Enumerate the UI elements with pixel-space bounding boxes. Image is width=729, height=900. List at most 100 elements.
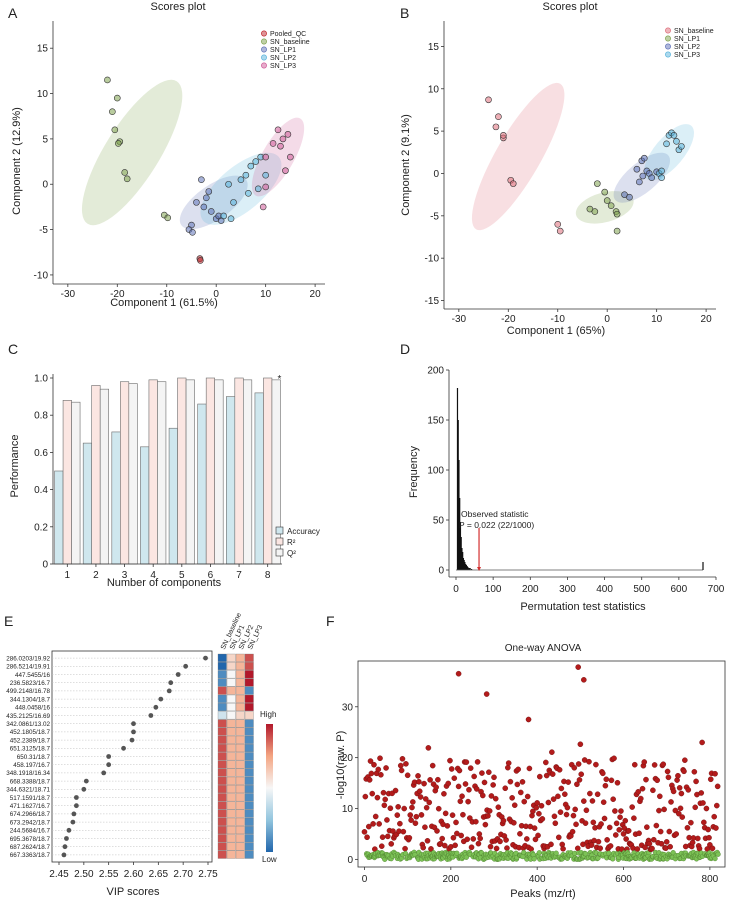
panel-c: C 1 2 3 4 5 6 7 8 * 0 0.2 0.4 0.6 0.8 1.0 Accuracy R² …: [8, 341, 320, 589]
heatmap-cell: [244, 703, 254, 712]
vip-point: [73, 803, 79, 809]
heatmap-cell: [235, 760, 245, 769]
score-point: [492, 123, 500, 131]
heatmap-cell: [217, 653, 227, 662]
anova-point-significant: [675, 772, 681, 779]
anova-point-significant: [563, 811, 570, 818]
panel-d: D 0 100 200 300 400 500 600 700 0 50 100 150 200 Obs…: [400, 341, 725, 613]
anova-point-significant: [571, 764, 578, 771]
anova-point-significant: [665, 774, 672, 781]
vip-point: [61, 852, 67, 858]
anova-point-significant: [422, 796, 429, 802]
bar-r2: [177, 377, 187, 565]
heatmap-cell: [226, 703, 236, 712]
anova-point-significant: [463, 759, 470, 765]
anova-point-significant: [660, 761, 667, 768]
anova-point-significant: [415, 773, 421, 779]
legend-marker: [665, 43, 671, 50]
panel-f-xlabel: Peaks (mz/rt): [510, 888, 575, 900]
legend-label: SN_LP1: [270, 47, 296, 54]
anova-point-significant: [678, 790, 685, 797]
heatmap-cell: [244, 727, 254, 736]
anova-point-significant: [371, 761, 377, 768]
heatmap-cell: [217, 842, 227, 851]
anova-point-significant: [467, 765, 474, 771]
x-tick-label: 2: [93, 570, 99, 581]
anova-point-significant: [401, 805, 407, 812]
heatmap-cell: [226, 670, 236, 679]
anova-point-significant: [651, 762, 658, 768]
anova-point-significant: [549, 749, 555, 755]
anova-point-significant: [699, 739, 705, 746]
score-point: [262, 153, 269, 161]
anova-point-significant: [514, 781, 521, 788]
score-point: [252, 158, 260, 165]
heatmap-cell: [226, 768, 236, 777]
score-point: [284, 131, 292, 138]
score-point: [640, 154, 648, 162]
anova-point-significant: [688, 819, 694, 826]
anova-point-significant: [372, 813, 379, 820]
anova-point-significant: [589, 798, 596, 804]
score-point: [189, 229, 196, 236]
bar-accuracy: [82, 442, 92, 565]
heatmap-cell: [235, 817, 245, 826]
legend-swatch-r2: [275, 537, 284, 546]
anova-point-significant: [707, 776, 714, 783]
anova-point-significant: [445, 780, 452, 787]
anova-point-significant: [507, 778, 514, 785]
anova-point-significant: [433, 784, 439, 791]
panel-d-plot: 0 100 200 300 400 500 600 700 0 50 100 150 200: [427, 366, 724, 596]
anova-point-significant: [565, 779, 572, 785]
score-point: [121, 169, 129, 176]
anova-point-significant: [441, 790, 447, 797]
panel-letter-c: C: [8, 341, 18, 357]
vip-point: [148, 713, 154, 718]
y-tick-label: 0.4: [34, 485, 48, 496]
heatmap-cell: [244, 653, 254, 662]
legend-marker: [665, 51, 671, 58]
anova-point-significant: [614, 779, 621, 786]
anova-point-significant: [676, 810, 682, 817]
legend-label-q2: Q²: [287, 549, 296, 558]
y-tick-label: 5: [42, 134, 48, 145]
anova-point-significant: [636, 830, 642, 837]
anova-point-significant: [477, 835, 483, 842]
anova-point-significant: [420, 844, 426, 851]
anova-point-significant: [709, 845, 716, 852]
vip-point: [81, 786, 87, 792]
anova-point-significant: [509, 795, 515, 801]
heatmap-cell: [217, 727, 227, 736]
panel-d-annotation-title: Observed statistic: [461, 509, 529, 519]
anova-point-significant: [551, 813, 558, 820]
anova-point-significant: [703, 805, 710, 812]
heatmap-cell: [217, 735, 227, 744]
heatmap-cell: [244, 719, 254, 728]
anova-point-significant: [586, 758, 592, 765]
y-tick-label: 30: [342, 702, 354, 713]
anova-point-significant: [557, 809, 564, 815]
anova-point-significant: [588, 842, 595, 848]
anova-point-significant: [485, 813, 491, 819]
anova-point-significant: [711, 813, 718, 820]
anova-point-significant: [556, 766, 563, 773]
anova-point-significant: [383, 765, 389, 771]
confidence-ellipse-0: [471, 82, 565, 231]
heatmap-cell: [226, 711, 236, 720]
anova-point-significant: [545, 799, 552, 806]
vip-point: [131, 729, 136, 735]
heatmap-cell: [226, 801, 236, 810]
feature-label: 517.1591/18.7: [10, 795, 51, 802]
feature-label: 286.0203/19.92: [6, 655, 50, 662]
heatmap-cell: [226, 719, 236, 728]
legend-label: SN_LP2: [674, 44, 700, 51]
anova-point-not-significant: [463, 854, 469, 860]
anova-point-significant: [369, 790, 376, 797]
x-tick-label: 600: [671, 584, 688, 595]
anova-point-significant: [612, 832, 619, 838]
anova-point-significant: [404, 772, 411, 779]
heatmap-cell: [244, 817, 254, 826]
anova-point-significant: [375, 766, 382, 773]
heatmap-cell: [226, 834, 236, 843]
anova-point-significant: [517, 831, 523, 837]
